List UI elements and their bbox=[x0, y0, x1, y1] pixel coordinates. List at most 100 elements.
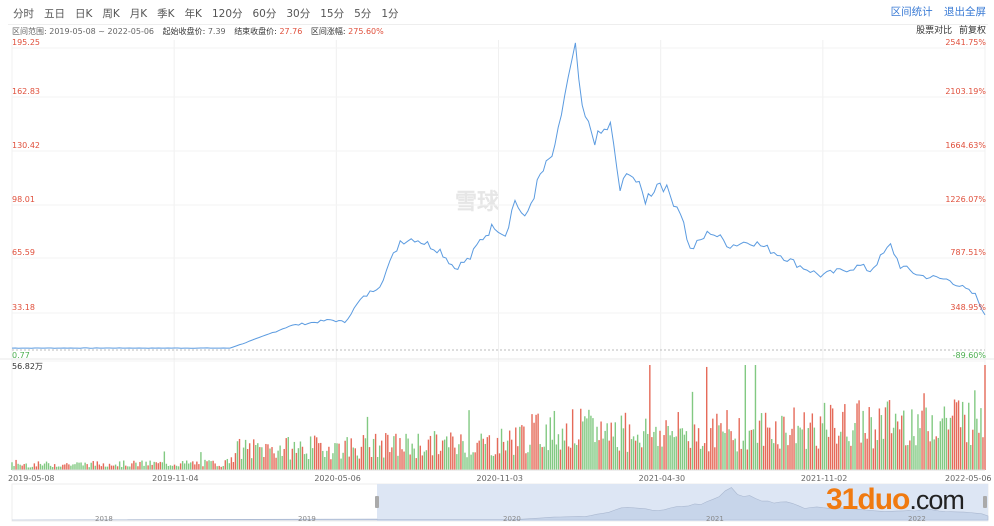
volume-bar bbox=[854, 423, 856, 470]
y-left-tick: 162.83 bbox=[12, 87, 40, 96]
volume-bar bbox=[401, 449, 403, 470]
volume-bar bbox=[287, 436, 289, 470]
volume-bar bbox=[803, 412, 805, 470]
volume-bar bbox=[636, 434, 639, 470]
xueqiu-watermark: 雪球 bbox=[455, 190, 500, 215]
volume-bar bbox=[933, 439, 935, 470]
volume-bar bbox=[667, 426, 669, 470]
volume-bar bbox=[301, 446, 304, 470]
y-right-tick: -89.60% bbox=[952, 351, 986, 360]
volume-bar bbox=[468, 410, 470, 470]
period-tab[interactable]: 月K bbox=[129, 8, 148, 20]
period-tab[interactable]: 周K bbox=[102, 8, 120, 20]
volume-bar bbox=[96, 461, 99, 470]
volume-bar bbox=[968, 402, 970, 470]
period-tab[interactable]: 日K bbox=[75, 8, 93, 20]
period-tab[interactable]: 五日 bbox=[44, 8, 65, 20]
volume-bar bbox=[313, 435, 316, 470]
volume-bar bbox=[358, 458, 361, 470]
volume-bar bbox=[876, 440, 879, 470]
volume-bar bbox=[846, 436, 848, 470]
volume-bar bbox=[665, 420, 667, 470]
period-tab[interactable]: 1分 bbox=[381, 8, 399, 20]
volume-bar bbox=[466, 457, 468, 470]
y-left-tick: 65.59 bbox=[12, 248, 35, 257]
exit-fullscreen-button[interactable]: 退出全屏 bbox=[944, 6, 986, 18]
volume-bar bbox=[118, 461, 121, 470]
volume-bar bbox=[405, 433, 407, 470]
period-tab[interactable]: 60分 bbox=[252, 8, 277, 20]
volume-bar bbox=[649, 365, 651, 470]
volume-bar bbox=[452, 436, 454, 470]
volume-bar bbox=[513, 454, 515, 470]
volume-bar bbox=[397, 455, 399, 470]
volume-bar bbox=[710, 428, 712, 470]
volume-bar bbox=[378, 445, 381, 470]
volume-bar bbox=[913, 436, 915, 470]
volume-bar bbox=[143, 465, 145, 470]
volume-bar bbox=[817, 448, 820, 470]
range-stats-button[interactable]: 区间统计 bbox=[890, 6, 933, 18]
volume-bar bbox=[498, 453, 501, 470]
volume-bar bbox=[55, 466, 58, 470]
volume-bar bbox=[557, 434, 560, 470]
volume-bar bbox=[72, 464, 74, 470]
y-left-tick: 98.01 bbox=[12, 195, 35, 204]
volume-bar bbox=[937, 437, 939, 470]
volume-bar bbox=[98, 464, 101, 470]
volume-bar bbox=[797, 425, 799, 470]
period-tab[interactable]: 5分 bbox=[354, 8, 372, 20]
volume-bar bbox=[222, 465, 224, 470]
period-tab[interactable]: 15分 bbox=[320, 8, 345, 20]
volume-bar bbox=[655, 426, 657, 470]
volume-bar bbox=[454, 447, 456, 470]
volume-bar bbox=[590, 415, 592, 470]
volume-bar bbox=[204, 459, 206, 470]
period-tab[interactable]: 分时 bbox=[13, 8, 34, 20]
period-tab[interactable]: 年K bbox=[184, 8, 202, 20]
volume-bar bbox=[255, 445, 257, 470]
navigator-handle[interactable] bbox=[983, 496, 987, 508]
volume-bar bbox=[901, 415, 903, 470]
volume-bar bbox=[673, 437, 675, 470]
adjust-button[interactable]: 前复权 bbox=[958, 26, 986, 36]
volume-bar bbox=[714, 447, 716, 470]
volume-bar bbox=[456, 454, 458, 470]
volume-bar bbox=[754, 365, 757, 470]
period-tab[interactable]: 30分 bbox=[286, 8, 311, 20]
volume-bar bbox=[795, 443, 797, 470]
volume-bar bbox=[563, 440, 566, 470]
volume-bar bbox=[541, 447, 543, 470]
volume-bar bbox=[253, 439, 255, 470]
volume-bar bbox=[181, 461, 184, 470]
volume-bar bbox=[931, 415, 933, 470]
y-right-tick: 2541.75% bbox=[945, 38, 986, 47]
volume-bar bbox=[411, 443, 413, 470]
period-tab[interactable]: 季K bbox=[157, 8, 175, 20]
volume-bar bbox=[775, 421, 777, 470]
volume-bar bbox=[393, 436, 395, 470]
volume-bar bbox=[718, 425, 720, 470]
volume-bar bbox=[171, 465, 174, 470]
stock-compare-button[interactable]: 股票对比 bbox=[916, 26, 953, 36]
volume-bar bbox=[151, 464, 153, 470]
volume-bar bbox=[677, 412, 679, 470]
volume-bar bbox=[760, 413, 763, 470]
navigator-handle[interactable] bbox=[375, 496, 379, 508]
period-toolbar: 分时 五日 日K 周K 月K 季K 年K 120分 60分 30分 15分 5分 1分 bbox=[8, 3, 988, 25]
volume-bar bbox=[380, 440, 383, 470]
volume-bar bbox=[689, 447, 692, 470]
volume-bar bbox=[492, 455, 495, 470]
volume-bar bbox=[882, 438, 885, 470]
volume-bar bbox=[364, 438, 367, 470]
volume-bar bbox=[626, 451, 629, 470]
volume-bar bbox=[874, 429, 877, 470]
volume-bar bbox=[653, 431, 655, 470]
volume-bar bbox=[602, 438, 604, 470]
volume-bar bbox=[279, 445, 281, 470]
volume-bar bbox=[484, 443, 486, 470]
volume-bar bbox=[399, 438, 401, 470]
period-tab[interactable]: 120分 bbox=[211, 8, 243, 20]
volume-bar bbox=[693, 424, 696, 470]
